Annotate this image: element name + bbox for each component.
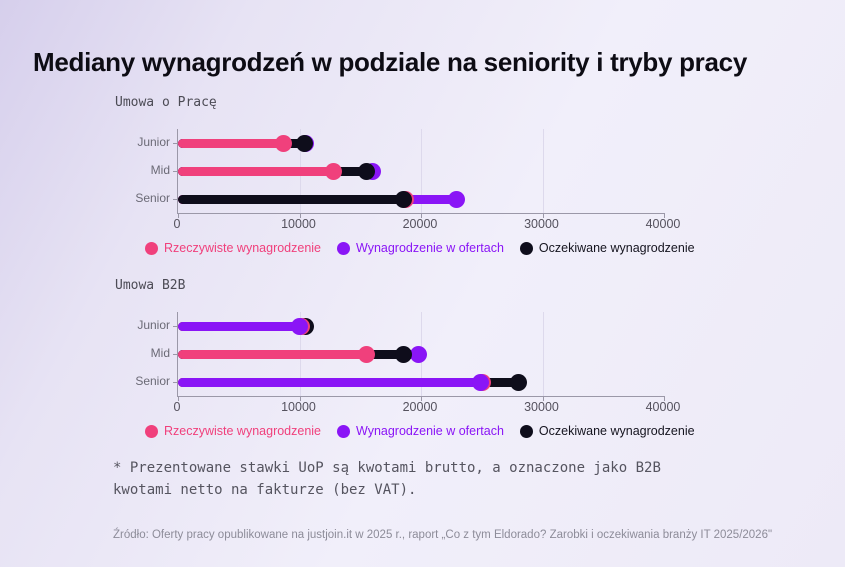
legend-item-offers: Wynagrodzenie w ofertach <box>337 424 504 438</box>
x-axis-tick-labels: 0 10000 20000 30000 40000 <box>174 217 681 231</box>
legend-dot-actual <box>145 241 158 255</box>
legend-item-expected: Oczekiwane wynagrodzenie <box>519 424 695 438</box>
category-label: Mid <box>150 346 170 360</box>
x-axis-tick-label: 40000 <box>645 400 681 414</box>
category-tick <box>173 199 178 200</box>
x-axis-tick-label: 0 <box>173 400 181 414</box>
dot-expected <box>295 134 313 152</box>
x-axis-tick-label: 30000 <box>524 400 559 414</box>
plot-area: Junior Mid Senior <box>135 312 665 401</box>
legend-dot-offers <box>337 241 351 255</box>
x-axis-tick <box>542 396 544 401</box>
x-axis-tick <box>299 213 301 218</box>
dot-expected <box>357 162 375 180</box>
bar-actual <box>178 166 334 176</box>
category-label: Mid <box>150 163 170 177</box>
dot-offers <box>291 317 308 335</box>
x-axis-tick-label: 20000 <box>402 217 438 231</box>
category-label: Junior <box>137 318 170 332</box>
x-axis-tick-label: 20000 <box>402 400 438 414</box>
x-axis-tick <box>178 396 179 401</box>
footnote: * Prezentowane stawki UoP są kwotami bru… <box>113 457 661 501</box>
dot-actual <box>357 345 375 363</box>
legend-item-actual: Rzeczywiste wynagrodzenie <box>145 424 321 438</box>
x-axis-tick-label: 30000 <box>524 217 559 231</box>
category-label: Junior <box>137 135 170 149</box>
dot-expected <box>395 345 413 363</box>
category-tick <box>173 143 178 144</box>
bar-actual <box>178 349 367 359</box>
legend-label-expected: Oczekiwane wynagrodzenie <box>538 424 695 438</box>
bar-offers <box>178 377 481 387</box>
legend-dot-actual <box>145 424 158 438</box>
x-axis-tick <box>421 213 422 218</box>
category-tick <box>173 171 178 172</box>
x-axis-tick <box>664 396 665 401</box>
footnote-line-2: kwotami netto na fakturze (bez VAT). <box>113 482 417 498</box>
dot-expected <box>509 373 527 391</box>
legend-dot-expected <box>519 241 533 255</box>
plot-area: Junior Mid Senior <box>135 129 665 218</box>
bar-offers <box>178 321 300 331</box>
x-axis-tick <box>178 213 179 218</box>
category-tick <box>173 382 178 383</box>
gridline <box>542 312 544 396</box>
legend-label-offers: Wynagrodzenie w ofertach <box>356 241 504 255</box>
legend-label-expected: Oczekiwane wynagrodzenie <box>538 241 695 255</box>
footnote-line-1: * Prezentowane stawki UoP są kwotami bru… <box>113 460 661 476</box>
legend-item-actual: Rzeczywiste wynagrodzenie <box>145 241 321 255</box>
x-axis-tick <box>542 213 544 218</box>
chart-title: Umowa B2B <box>115 278 186 293</box>
bar-expected <box>178 194 404 204</box>
page-title: Mediany wynagrodzeń w podziale na senior… <box>33 47 747 78</box>
x-axis-tick <box>664 213 665 218</box>
category-tick <box>173 326 178 327</box>
chart-title: Umowa o Pracę <box>115 95 217 110</box>
legend: Rzeczywiste wynagrodzenie Wynagrodzenie w… <box>145 241 695 255</box>
legend-label-actual: Rzeczywiste wynagrodzenie <box>164 241 322 255</box>
chart-umowa-b2b: Umowa B2B Junior Mid Senior 0 10000 20000 300… <box>115 278 735 448</box>
gridline <box>421 129 422 213</box>
category-label: Senior <box>135 374 170 388</box>
category-tick <box>173 354 178 355</box>
legend-dot-expected <box>519 424 533 438</box>
bar-actual <box>178 138 284 148</box>
x-axis-tick-label: 10000 <box>281 217 316 231</box>
legend-label-offers: Wynagrodzenie w ofertach <box>356 424 504 438</box>
dot-offers <box>410 345 428 363</box>
legend-item-expected: Oczekiwane wynagrodzenie <box>519 241 695 255</box>
legend-dot-offers <box>337 424 351 438</box>
legend-item-offers: Wynagrodzenie w ofertach <box>337 241 504 255</box>
x-axis-tick <box>299 396 301 401</box>
dot-offers <box>472 373 490 391</box>
dot-expected <box>395 190 413 208</box>
legend-label-actual: Rzeczywiste wynagrodzenie <box>164 424 322 438</box>
dot-offers <box>447 190 465 208</box>
x-axis-tick <box>421 396 422 401</box>
x-axis-tick-labels: 0 10000 20000 30000 40000 <box>174 400 681 414</box>
legend: Rzeczywiste wynagrodzenie Wynagrodzenie w… <box>145 424 695 438</box>
dot-actual <box>275 134 293 152</box>
source-line: Źródło: Oferty pracy opublikowane na jus… <box>113 529 773 541</box>
x-axis-tick-label: 10000 <box>281 400 316 414</box>
chart-umowa-o-prace: Umowa o Pracę Junior Mid Senior 0 10000 2000… <box>115 95 735 265</box>
gridline <box>542 129 544 213</box>
dot-actual <box>325 162 343 180</box>
x-axis-tick-label: 0 <box>173 217 181 231</box>
x-axis-tick-label: 40000 <box>645 217 681 231</box>
category-label: Senior <box>135 191 170 205</box>
